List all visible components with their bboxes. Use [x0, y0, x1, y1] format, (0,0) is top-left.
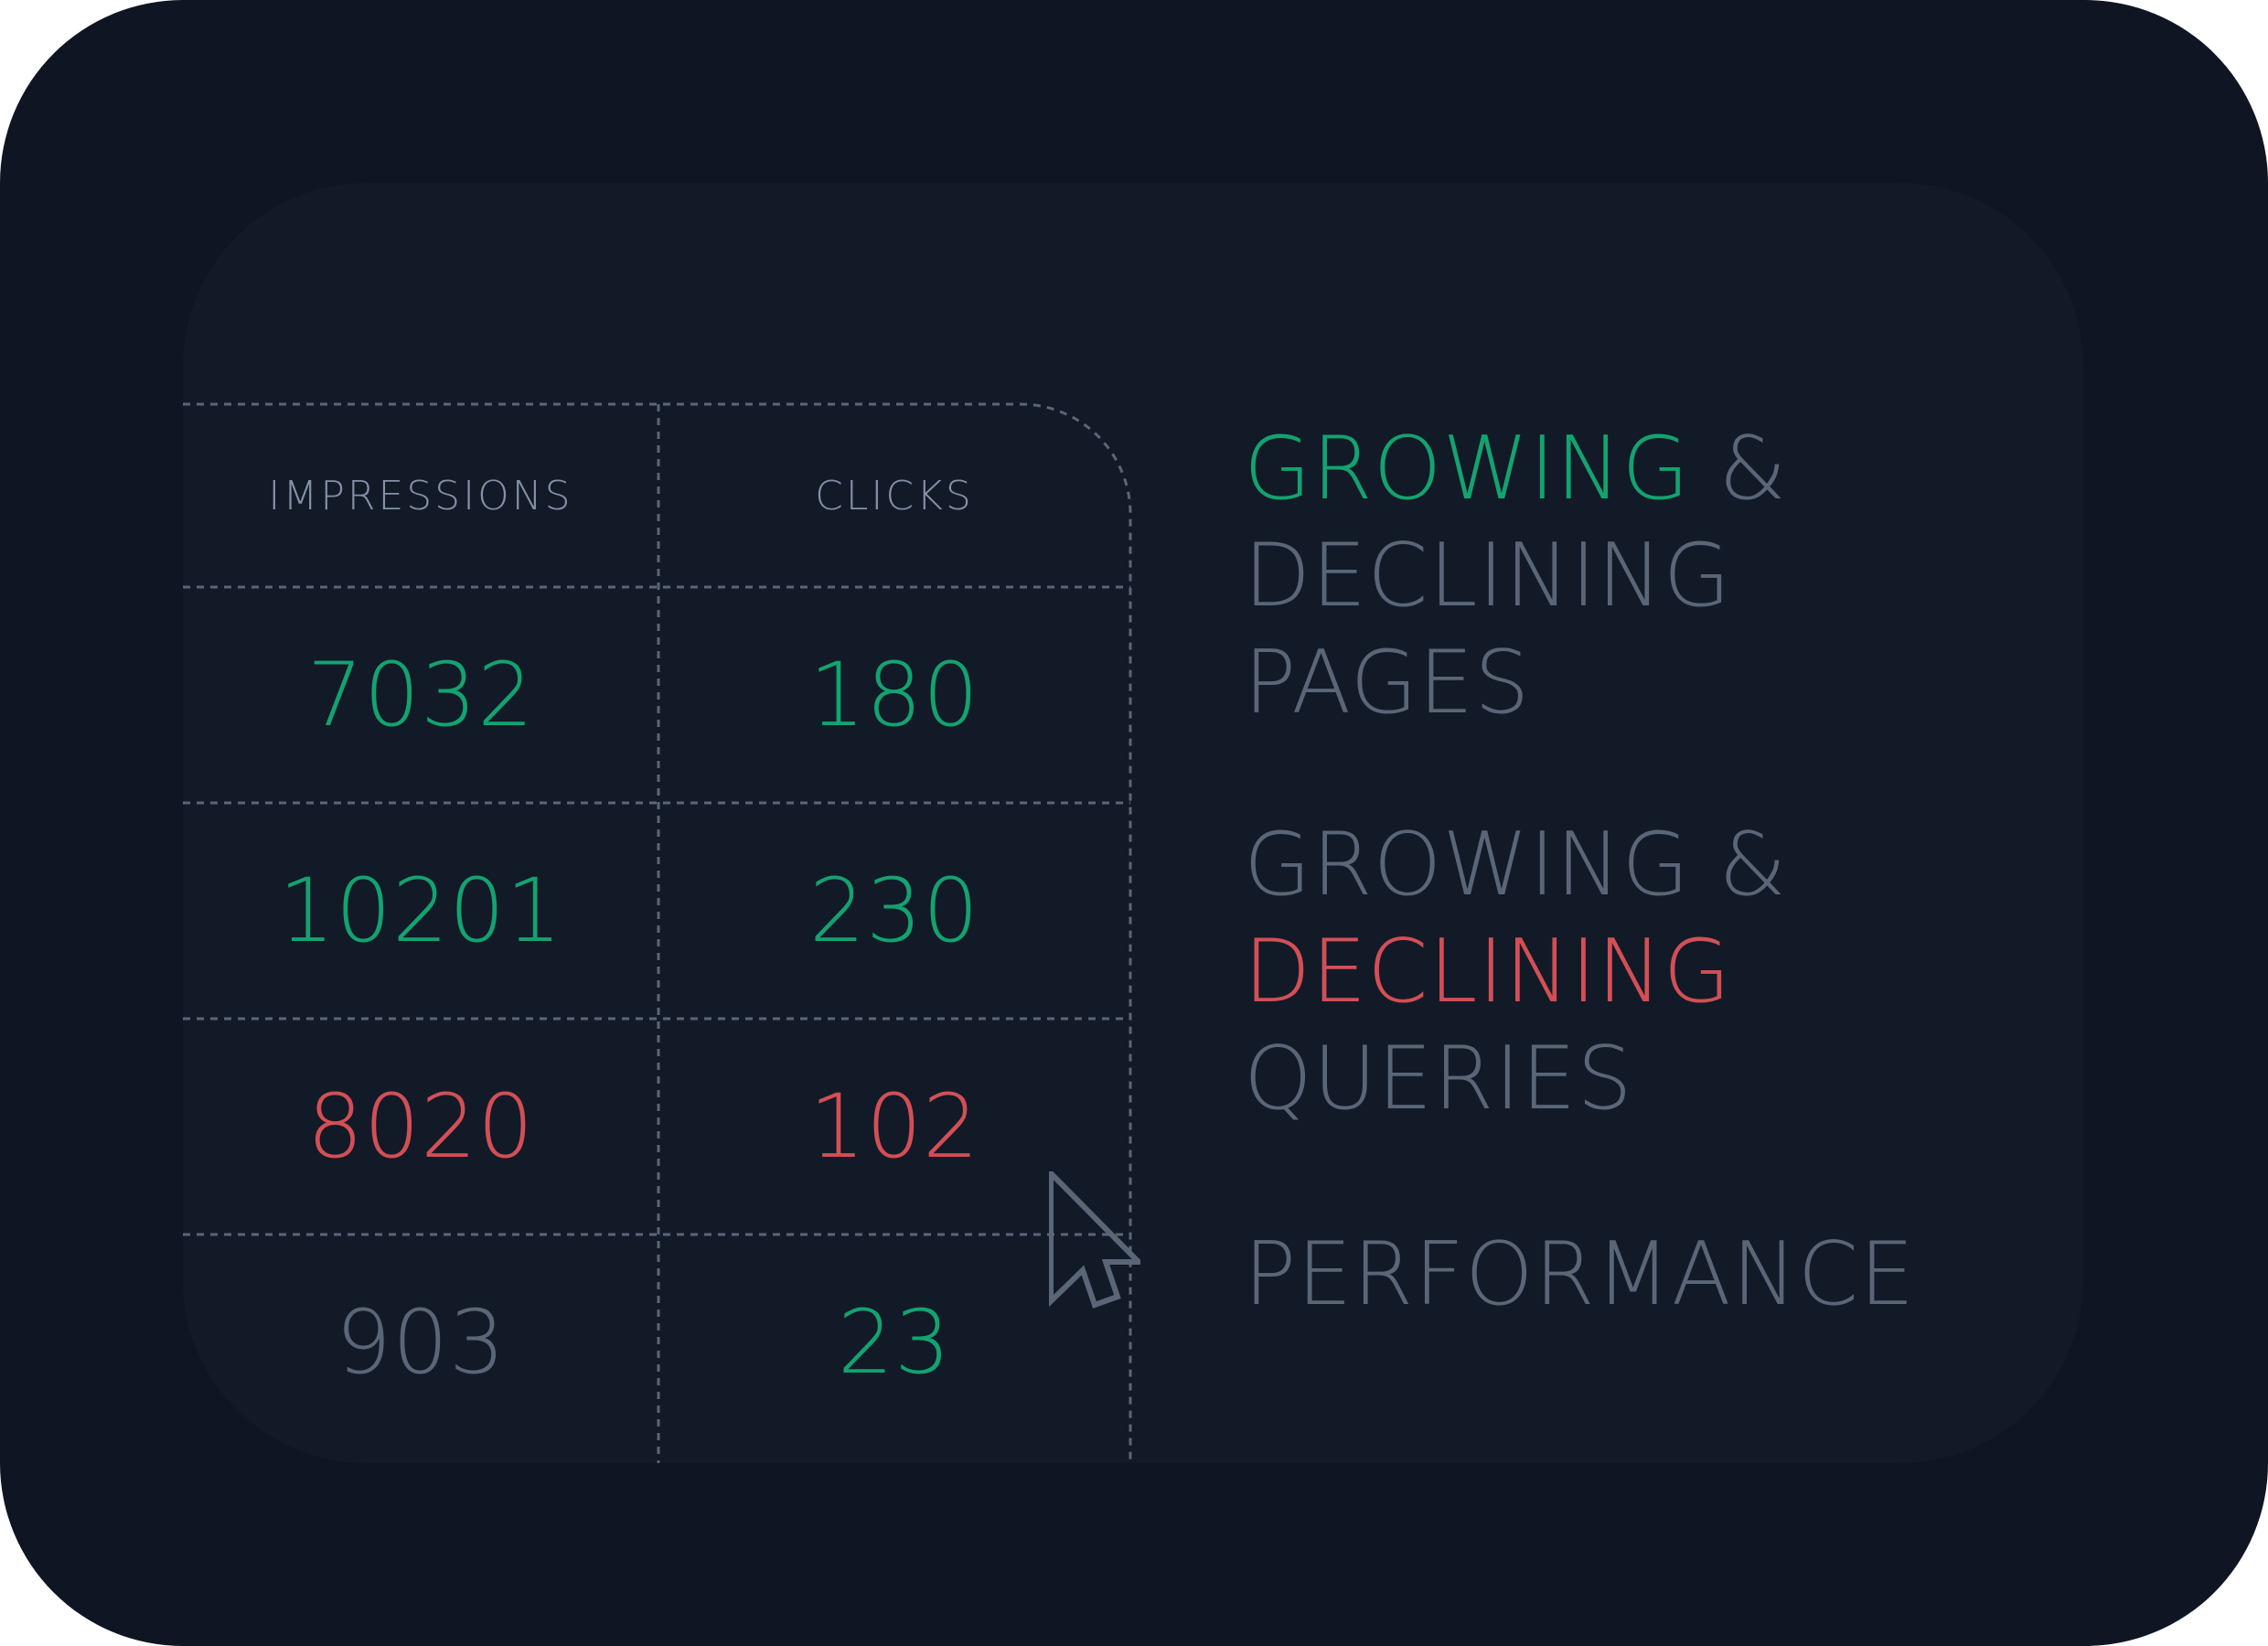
content-card: IMPRESSIONS CLICKS 7032 180 10201 230 80…: [183, 183, 2083, 1463]
legend-growing-declining-pages: GROWING & DECLINING PAGES: [1244, 416, 1787, 737]
table-grid: [183, 402, 1132, 1463]
pages-label: PAGES: [1244, 633, 1531, 733]
clicks-cell-row-2: 230: [808, 860, 980, 962]
impressions-cell-row-1: 7032: [306, 644, 535, 746]
legend-performance: PERFORMANCE: [1244, 1222, 1915, 1329]
queries-label: QUERIES: [1244, 1029, 1633, 1129]
impressions-cell-row-3: 8020: [306, 1075, 535, 1178]
declining-label: DECLINING: [1244, 526, 1732, 626]
clicks-cell-row-4: 23: [837, 1291, 952, 1394]
impressions-cell-row-4: 903: [335, 1291, 507, 1394]
performance-label: PERFORMANCE: [1244, 1224, 1916, 1325]
growing-label: GROWING &: [1244, 815, 1788, 915]
legend-line: GROWING &: [1244, 416, 1787, 523]
mouse-pointer-icon: [1049, 1171, 1140, 1309]
growing-label: GROWING: [1244, 419, 1691, 519]
clicks-cell-row-3: 102: [808, 1075, 980, 1178]
clicks-header: CLICKS: [815, 472, 974, 519]
declining-label: DECLINING: [1244, 922, 1732, 1022]
clicks-cell-row-1: 180: [808, 644, 980, 746]
impressions-cell-row-2: 10201: [278, 860, 563, 962]
impressions-header: IMPRESSIONS: [268, 472, 573, 519]
ampersand-label: &: [1690, 419, 1788, 519]
legend-growing-declining-queries: GROWING & DECLINING QUERIES: [1244, 812, 1787, 1133]
table-top-border: [183, 402, 1132, 1463]
